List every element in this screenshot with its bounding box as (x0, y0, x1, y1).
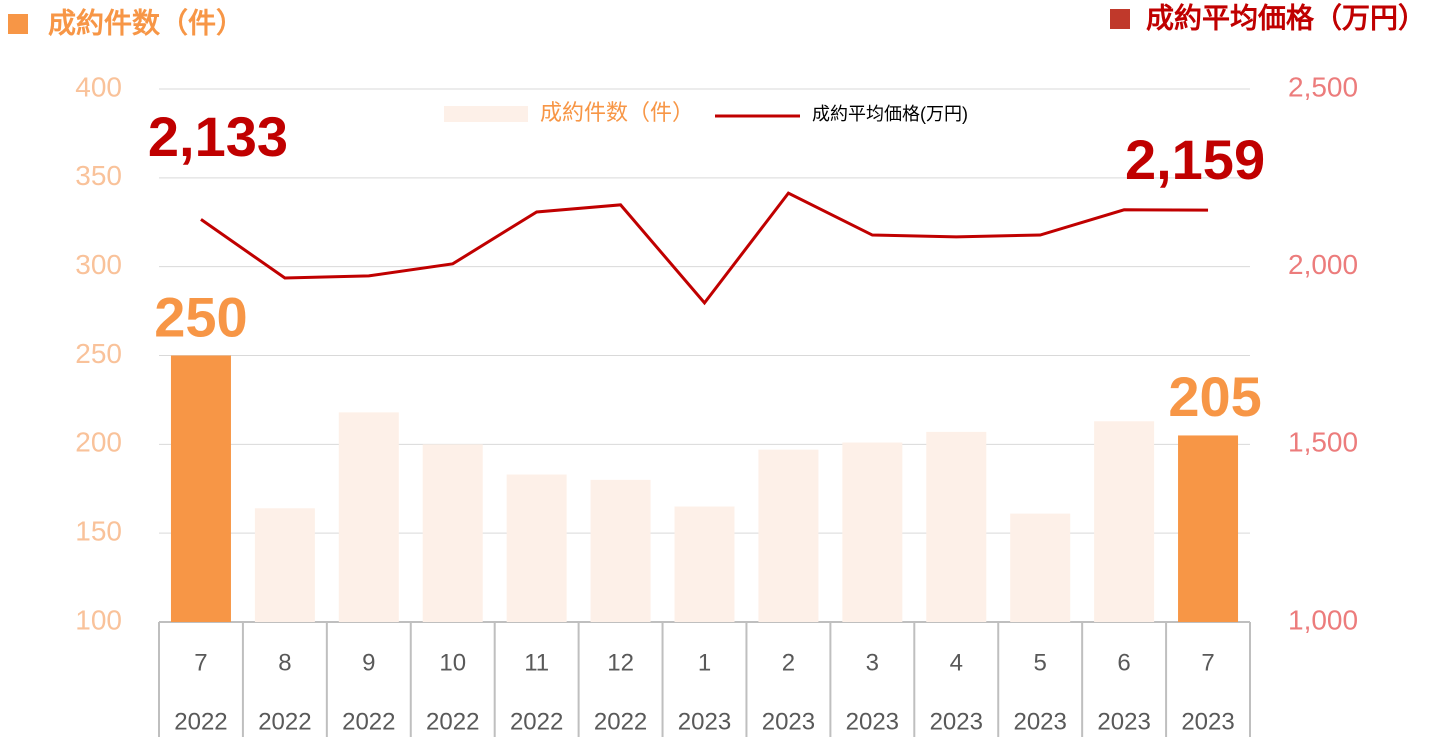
y-axis-title: 成約件数（件） (48, 6, 244, 38)
bar (926, 431, 987, 622)
bar (1010, 513, 1071, 622)
bar (422, 444, 483, 622)
x-tick-label: 6 (1117, 649, 1130, 676)
bar (590, 479, 651, 622)
x-tick-label: 9 (362, 649, 375, 676)
bar (1178, 435, 1239, 622)
x-year-label: 2023 (1013, 708, 1066, 735)
x-year-label: 2022 (594, 708, 647, 735)
y2-axis-title: 成約平均価格（万円） (1146, 1, 1426, 33)
x-tick-label: 11 (524, 649, 549, 676)
y-tick-label: 250 (75, 338, 122, 369)
bar (254, 508, 315, 622)
y2-tick-label: 2,000 (1288, 249, 1358, 280)
y-tick-label: 200 (75, 427, 122, 458)
bar (170, 355, 231, 622)
y-tick-label: 400 (75, 71, 122, 102)
bar (506, 474, 567, 622)
x-year-label: 2023 (1097, 708, 1150, 735)
value-label: 205 (1168, 365, 1261, 428)
x-year-label: 2023 (762, 708, 815, 735)
x-tick-label: 1 (698, 649, 711, 676)
bar (1094, 421, 1155, 622)
y-tick-label: 300 (75, 249, 122, 280)
x-year-label: 2022 (342, 708, 395, 735)
bar (338, 412, 399, 622)
y-tick-label: 350 (75, 160, 122, 191)
x-year-label: 2022 (174, 708, 227, 735)
bar (842, 442, 903, 622)
x-tick-label: 2 (782, 649, 795, 676)
y2-label-swatch (1110, 9, 1130, 29)
y2-tick-label: 1,500 (1288, 427, 1358, 458)
x-tick-label: 7 (1201, 649, 1214, 676)
x-tick-label: 12 (607, 649, 634, 676)
x-year-label: 2023 (678, 708, 731, 735)
x-tick-label: 10 (439, 649, 466, 676)
legend-swatch (444, 106, 528, 122)
x-year-label: 2022 (426, 708, 479, 735)
x-tick-label: 3 (866, 649, 879, 676)
x-tick-label: 8 (278, 649, 291, 676)
x-tick-label: 7 (194, 649, 207, 676)
x-year-label: 2023 (846, 708, 899, 735)
legend-label: 成約件数（件） (540, 100, 694, 125)
y-tick-label: 150 (75, 516, 122, 547)
y-label-swatch (8, 14, 28, 34)
y-tick-label: 100 (75, 604, 122, 635)
x-year-label: 2022 (510, 708, 563, 735)
legend-label: 成約平均価格(万円) (812, 104, 968, 124)
x-year-label: 2023 (930, 708, 983, 735)
value-label: 2,159 (1125, 128, 1265, 191)
x-year-label: 2022 (258, 708, 311, 735)
bar (758, 449, 819, 622)
bar (674, 506, 735, 622)
x-tick-label: 5 (1034, 649, 1047, 676)
value-label: 250 (154, 285, 247, 348)
x-year-label: 2023 (1181, 708, 1234, 735)
value-label: 2,133 (148, 105, 288, 168)
y2-tick-label: 2,500 (1288, 71, 1358, 102)
y2-tick-label: 1,000 (1288, 604, 1358, 635)
line-series (200, 191, 1209, 306)
x-tick-label: 4 (950, 649, 963, 676)
